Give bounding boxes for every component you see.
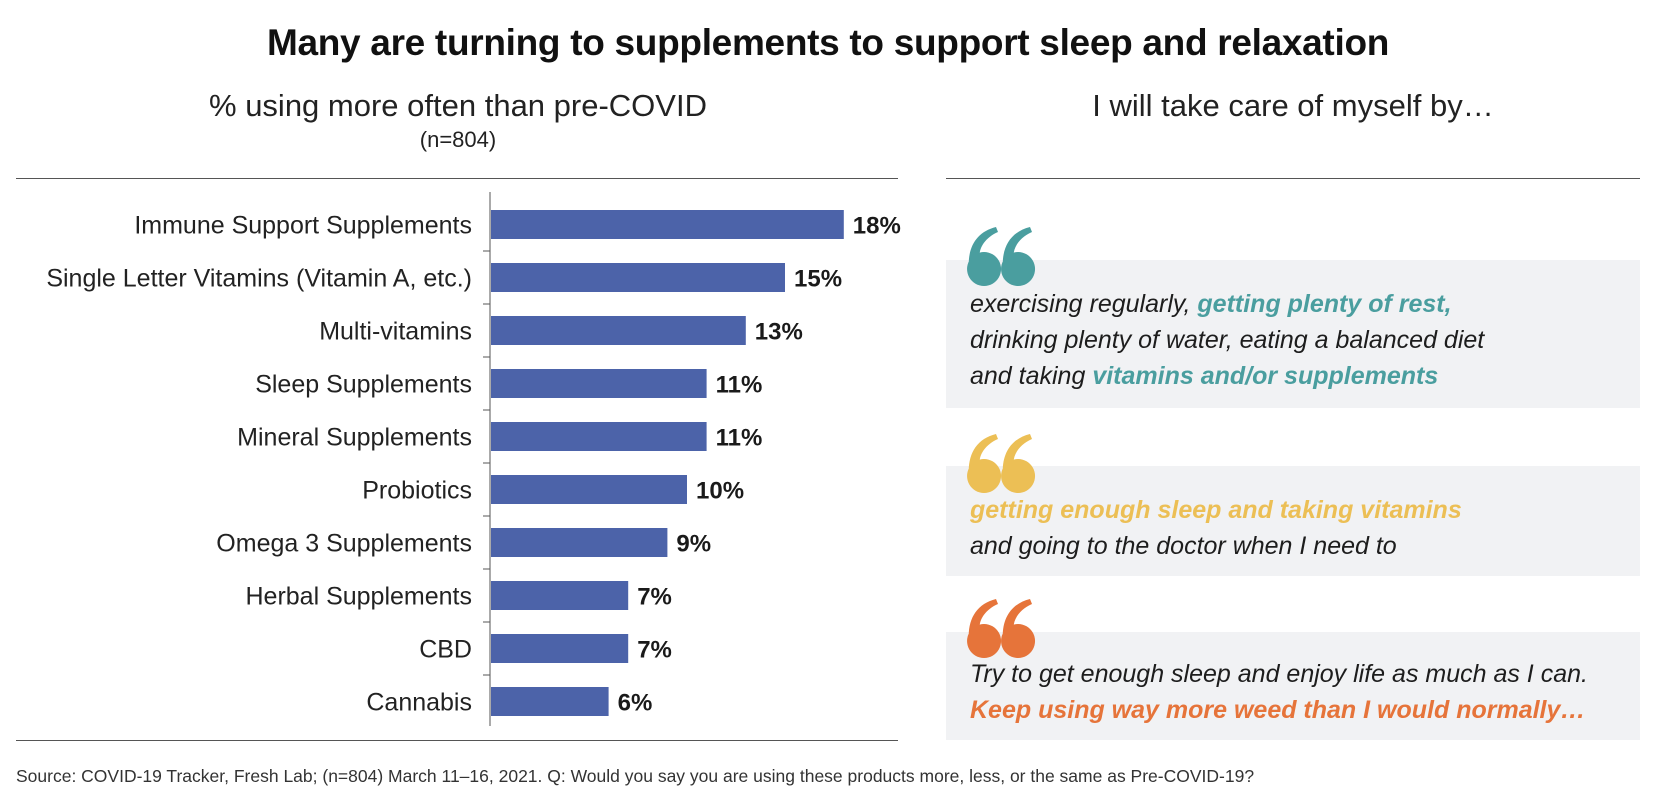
quote-box-3 <box>946 632 1640 740</box>
bar <box>491 369 707 398</box>
quote-line: and taking vitamins and/or supplements <box>970 358 1484 394</box>
left-bottom-rule <box>16 740 898 741</box>
category-label: Sleep Supplements <box>255 371 472 399</box>
bar <box>491 581 629 610</box>
quote-mark-shape <box>967 434 1002 493</box>
left-panel-subheading: (n=804) <box>419 127 497 152</box>
data-label: 10% <box>696 478 744 505</box>
quote-text-2: getting enough sleep and taking vitamins… <box>970 492 1462 564</box>
data-label: 7% <box>637 584 672 611</box>
category-label: Single Letter Vitamins (Vitamin A, etc.) <box>46 265 472 293</box>
quote-highlight: Keep using way more weed than I would no… <box>970 696 1586 724</box>
data-label: 13% <box>755 319 803 346</box>
bar <box>491 210 844 239</box>
bar <box>491 687 609 716</box>
quote-box-2 <box>946 466 1640 576</box>
left-panel-heading: % using more often than pre-COVID <box>209 88 707 123</box>
left-top-rule <box>16 178 898 179</box>
category-label: Probiotics <box>362 477 472 505</box>
data-label: 9% <box>676 531 711 558</box>
quote-line: Keep using way more weed than I would no… <box>970 692 1588 728</box>
quote-line: and going to the doctor when I need to <box>970 528 1462 564</box>
quote-mark-shape <box>1001 434 1036 493</box>
category-label: Omega 3 Supplements <box>216 530 472 558</box>
quote-mark-shape <box>1001 599 1036 658</box>
right-panel-heading: I will take care of myself by… <box>1092 88 1494 123</box>
category-label: Cannabis <box>366 689 472 717</box>
quote-box-1 <box>946 260 1640 408</box>
category-label: Mineral Supplements <box>237 424 472 452</box>
quote-highlight: getting plenty of rest, <box>1197 290 1452 318</box>
bar <box>491 475 687 504</box>
quote-text-3: Try to get enough sleep and enjoy life a… <box>970 656 1588 728</box>
source-note: Source: COVID-19 Tracker, Fresh Lab; (n=… <box>16 766 1255 786</box>
quote-line: exercising regularly, getting plenty of … <box>970 286 1484 322</box>
data-label: 15% <box>794 266 842 293</box>
quote-segment: exercising regularly, <box>970 290 1198 318</box>
quote-segment: Try to get enough sleep and enjoy life a… <box>970 660 1588 688</box>
category-label: Herbal Supplements <box>245 583 472 611</box>
quote-line: getting enough sleep and taking vitamins <box>970 492 1462 528</box>
quote-mark-icon <box>967 227 1036 286</box>
bar <box>491 634 629 663</box>
quote-mark-shape <box>967 599 1002 658</box>
bar <box>491 316 746 345</box>
right-top-rule <box>946 178 1640 179</box>
data-label: 18% <box>853 213 901 240</box>
bar-chart: Immune Support Supplements 18% Single Lett… <box>46 192 901 726</box>
chart-title: Many are turning to supplements to suppo… <box>266 22 1390 63</box>
quote-highlight: vitamins and/or supplements <box>1092 362 1439 390</box>
data-label: 11% <box>716 372 763 399</box>
category-label: Multi-vitamins <box>319 318 472 346</box>
quote-mark-shape <box>967 227 1002 286</box>
quote-highlight: getting enough sleep and taking vitamins <box>970 496 1462 524</box>
quote-line: drinking plenty of water, eating a balan… <box>970 322 1484 358</box>
data-label: 7% <box>637 637 672 664</box>
quote-segment: and taking <box>970 362 1093 390</box>
bar <box>491 263 785 292</box>
data-label: 6% <box>618 690 653 717</box>
quote-mark-icon <box>967 599 1036 658</box>
data-label: 11% <box>716 425 763 452</box>
bar <box>491 528 668 557</box>
quote-line: Try to get enough sleep and enjoy life a… <box>970 656 1588 692</box>
quote-mark-shape <box>1001 227 1036 286</box>
category-label: CBD <box>419 636 472 664</box>
quote-mark-icon <box>967 434 1036 493</box>
category-label: Immune Support Supplements <box>134 212 472 240</box>
quote-text-1: exercising regularly, getting plenty of … <box>970 286 1484 394</box>
quote-segment: and going to the doctor when I need to <box>970 532 1397 560</box>
quote-segment: drinking plenty of water, eating a balan… <box>970 326 1485 354</box>
bar <box>491 422 707 451</box>
